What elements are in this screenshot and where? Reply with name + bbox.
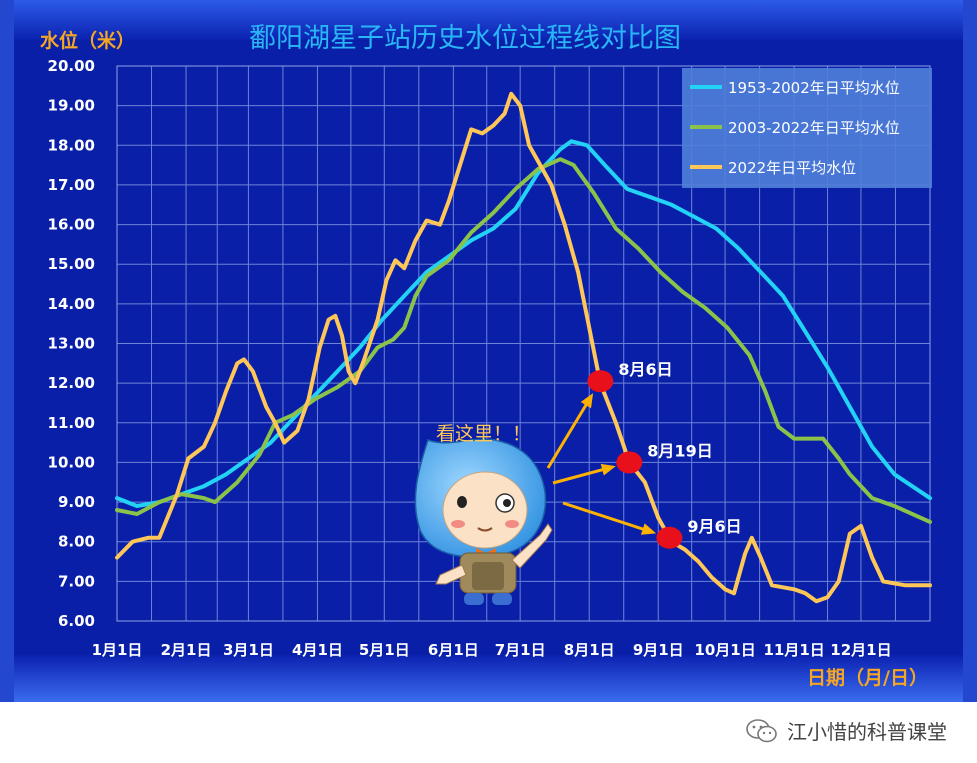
y-tick-label: 9.00	[58, 493, 95, 511]
y-tick-label: 13.00	[48, 335, 95, 353]
y-tick-label: 11.00	[48, 414, 95, 432]
x-tick-label: 5月1日	[359, 641, 410, 659]
x-axis-title: 日期（月/日）	[807, 666, 928, 689]
legend-label-2003-2022: 2003-2022年日平均水位	[728, 119, 900, 137]
mascot-mouth	[477, 527, 493, 532]
chart-frame: 鄱阳湖星子站历史水位过程线对比图 水位（米） 日期（月/日） 6.00 7.00 8…	[0, 0, 977, 702]
annotation-arrowhead	[640, 523, 657, 535]
y-tick-label: 7.00	[58, 572, 95, 590]
frame-bevel-bottom	[0, 655, 977, 702]
annotation-marker	[616, 451, 643, 474]
y-tick-label: 18.00	[48, 136, 95, 154]
mascot-apron	[472, 562, 504, 590]
y-axis-title: 水位（米）	[40, 29, 135, 52]
x-tick-label: 12月1日	[830, 641, 891, 659]
x-tick-label: 8月1日	[564, 641, 615, 659]
mascot-left-cheek	[451, 520, 465, 528]
annotation-arrow	[546, 399, 591, 469]
frame-bevel-top	[0, 0, 977, 40]
series-line-1953-2002	[115, 139, 932, 508]
y-tick-label: 6.00	[58, 612, 95, 630]
callout-text: 看这里！！	[436, 423, 531, 445]
series-line-2022	[115, 91, 932, 604]
annotation-arrowhead	[580, 393, 594, 409]
x-tick-label: 2月1日	[161, 641, 212, 659]
legend-label-1953-2002: 1953-2002年日平均水位	[728, 79, 900, 97]
mascot-face	[442, 471, 528, 549]
legend: 1953-2002年日平均水位 2003-2022年日平均水位 2022年日平均…	[682, 68, 932, 188]
chart-title: 鄱阳湖星子站历史水位过程线对比图	[249, 23, 681, 54]
y-tick-label: 19.00	[48, 97, 95, 115]
y-tick-label: 12.00	[48, 374, 95, 392]
x-tick-label: 3月1日	[223, 641, 274, 659]
mascot-left-foot	[464, 593, 484, 605]
mascot-left-eye	[457, 496, 467, 508]
y-tick-label: 20.00	[48, 57, 95, 75]
annotation-arrowhead	[600, 463, 616, 476]
annotation-marker	[587, 370, 614, 393]
water-drop-mascot	[414, 438, 553, 605]
y-tick-label: 8.00	[58, 533, 95, 551]
x-tick-label: 11月1日	[763, 641, 824, 659]
x-tick-label: 9月1日	[633, 641, 684, 659]
y-tick-label: 10.00	[48, 453, 95, 471]
mascot-right-cheek	[505, 520, 519, 528]
legend-label-2022: 2022年日平均水位	[728, 159, 856, 177]
watermark-text: 江小惜的科普课堂	[787, 720, 947, 744]
mascot-raised-arm	[511, 523, 553, 569]
y-tick-label: 14.00	[48, 295, 95, 313]
y-tick-label: 15.00	[48, 255, 95, 273]
y-tick-label: 16.00	[48, 216, 95, 234]
annotation-label: 8月6日	[618, 360, 672, 379]
annotation-arrow	[562, 501, 649, 533]
legend-box	[682, 68, 932, 188]
x-tick-label: 10月1日	[694, 641, 755, 659]
mascot-right-pupil	[503, 499, 511, 507]
frame-bevel-left	[0, 0, 14, 702]
x-tick-label: 1月1日	[92, 641, 143, 659]
x-tick-label: 4月1日	[292, 641, 343, 659]
annotation-arrow	[552, 466, 609, 485]
plot-area: 6.00 7.00 8.00 9.00 10.00 11.00 12.00 13.00 14.0…	[48, 57, 932, 659]
annotation-label: 8月19日	[647, 441, 712, 460]
annotation-marker	[656, 526, 683, 549]
y-tick-label: 17.00	[48, 176, 95, 194]
annotation-label: 9月6日	[687, 517, 741, 536]
x-tick-label: 6月1日	[428, 641, 479, 659]
wechat-icon	[745, 718, 779, 744]
mascot-right-foot	[492, 593, 512, 605]
mascot-left-arm	[435, 564, 467, 585]
footer: 江小惜的科普课堂	[0, 702, 977, 763]
watermark: 江小惜的科普课堂	[745, 716, 947, 745]
series-line-2003-2022	[115, 157, 932, 524]
chart-svg: 鄱阳湖星子站历史水位过程线对比图 水位（米） 日期（月/日） 6.00 7.00 8…	[0, 0, 977, 702]
plot-border	[116, 65, 931, 622]
frame-bevel-right	[963, 0, 977, 702]
x-tick-label: 7月1日	[495, 641, 546, 659]
